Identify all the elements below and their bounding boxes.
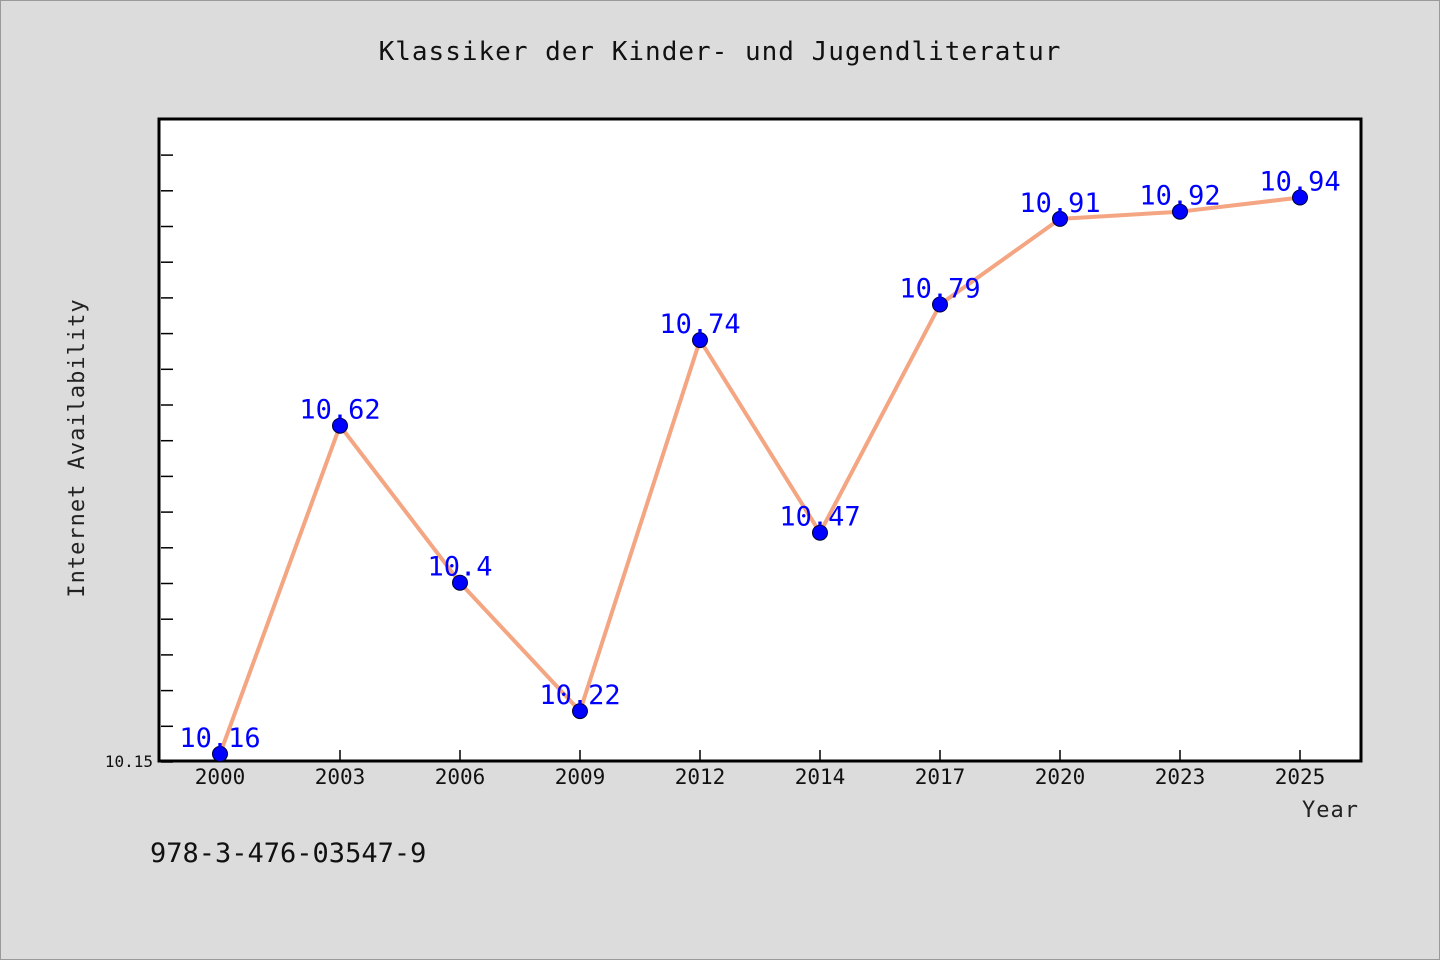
data-label: 10.91 — [1019, 188, 1100, 219]
data-point-marker — [212, 745, 228, 762]
data-point-marker — [452, 574, 468, 591]
data-point-marker — [692, 332, 708, 349]
isbn-text: 978-3-476-03547-9 — [150, 838, 426, 869]
x-axis-tick-labels: 2000 2003 2006 2009 2012 2014 2017 2020 2023 2025 — [195, 765, 1326, 789]
y-axis-label: Internet Availability — [65, 298, 90, 597]
data-label: 10.47 — [779, 502, 860, 533]
data-point-marker — [572, 703, 588, 720]
x-tick-label: 2023 — [1155, 765, 1206, 789]
data-labels: 10.16 10.62 10.4 10.22 10.74 10.47 10.79 10.91 1… — [179, 167, 1340, 754]
data-point-marker — [1292, 189, 1308, 206]
x-axis-label: Year — [1302, 798, 1359, 823]
x-tick-label: 2017 — [915, 765, 966, 789]
x-tick-label: 2014 — [795, 765, 846, 789]
x-tick-label: 2000 — [195, 765, 246, 789]
data-label: 10.92 — [1139, 181, 1220, 212]
y-tick-label: 10.15 — [105, 752, 153, 771]
y-axis-ticks — [161, 154, 173, 763]
x-tick-label: 2009 — [555, 765, 606, 789]
data-label: 10.62 — [299, 395, 380, 426]
data-point-marker — [812, 524, 828, 541]
data-point-marker — [1052, 210, 1068, 227]
chart-title: Klassiker der Kinder- und Jugendliteratu… — [379, 37, 1062, 67]
data-label: 10.4 — [427, 552, 492, 583]
x-tick-label: 2003 — [315, 765, 366, 789]
x-tick-label: 2025 — [1275, 765, 1326, 789]
x-tick-label: 2006 — [435, 765, 486, 789]
plot-area — [157, 117, 1363, 763]
x-tick-label: 2020 — [1035, 765, 1086, 789]
data-point-marker — [332, 417, 348, 434]
x-tick-label: 2012 — [675, 765, 726, 789]
data-label: 10.94 — [1259, 167, 1340, 198]
data-markers — [212, 189, 1308, 762]
data-label: 10.74 — [659, 309, 740, 340]
data-label: 10.16 — [179, 723, 260, 754]
data-point-marker — [1172, 203, 1188, 220]
data-point-marker — [932, 296, 948, 313]
series-line — [218, 195, 1301, 755]
data-label: 10.79 — [899, 274, 980, 305]
data-label: 10.22 — [539, 680, 620, 711]
